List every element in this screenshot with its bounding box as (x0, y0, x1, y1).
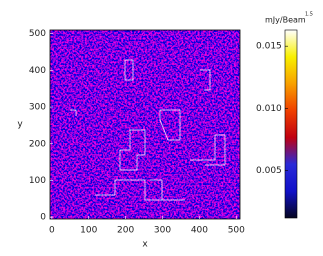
x-tick-label: 100 (80, 226, 97, 236)
colorbar-tick-label: 0.005 (256, 166, 282, 176)
x-tick-label: 300 (154, 226, 171, 236)
colorbar-tick-label: 0.015 (256, 42, 282, 52)
contours (70, 59, 226, 201)
x-axis-label: x (142, 240, 148, 250)
y-axis-label: y (17, 120, 23, 130)
colorbar-label: mJy/Beam (265, 16, 306, 25)
colorbar (284, 29, 298, 219)
y-tick-label: 500 (29, 29, 46, 39)
plot-frame (49, 29, 241, 220)
colorbar-tick-label: 0.010 (256, 104, 282, 114)
x-tick-label: 500 (228, 226, 245, 236)
x-tick-label: 400 (191, 226, 208, 236)
colorbar-label-exponent: 1.5 (305, 12, 313, 18)
y-tick-label: 200 (29, 139, 46, 149)
y-tick-label: 400 (29, 66, 46, 76)
y-tick-label: 100 (29, 176, 46, 186)
x-tick-label: 200 (117, 226, 134, 236)
y-tick-label: 300 (29, 103, 46, 113)
x-tick-label: 0 (49, 226, 55, 236)
y-tick-label: 0 (40, 213, 46, 223)
